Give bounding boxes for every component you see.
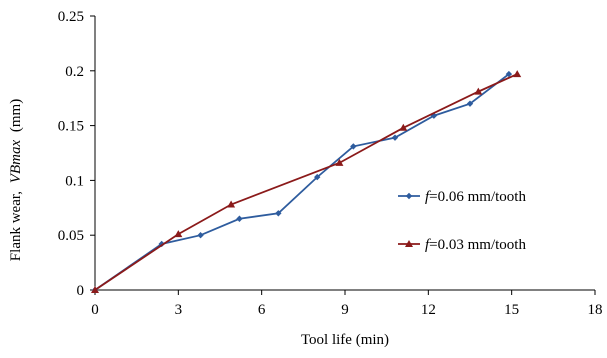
legend-label: f=0.03 mm/tooth — [425, 237, 526, 253]
legend-swatch-marker — [405, 240, 413, 247]
data-point — [174, 230, 183, 238]
data-point — [505, 70, 513, 78]
legend-item-1: f=0.06 mm/tooth — [398, 189, 526, 205]
data-point — [391, 134, 399, 141]
y-axis-title-prefix: Flank wear, — [8, 191, 24, 261]
y-axis-title-var: VBmax — [8, 140, 24, 184]
x-tick-label: 18 — [588, 302, 603, 318]
series-2 — [91, 70, 522, 293]
data-point — [466, 100, 474, 107]
legend: f=0.06 mm/tooth f=0.03 mm/tooth — [398, 189, 526, 253]
data-point — [236, 215, 243, 222]
series-layer — [91, 70, 522, 294]
legend-item-2: f=0.03 mm/tooth — [398, 237, 526, 253]
axes: 0 0.05 0.1 0.15 0.2 0.25 0 3 6 9 12 15 18 — [58, 9, 603, 318]
data-point — [474, 87, 483, 95]
x-tick-label: 6 — [258, 302, 266, 318]
data-point — [335, 158, 344, 166]
series-line — [94, 73, 518, 291]
data-point — [275, 210, 282, 217]
y-tick-label: 0.25 — [58, 9, 84, 25]
y-tick-label: 0.2 — [65, 64, 84, 80]
x-axis-title: Tool life (min) — [301, 332, 389, 348]
data-point — [513, 70, 522, 78]
x-tick-label: 9 — [341, 302, 349, 318]
data-point — [350, 143, 357, 150]
y-axis-title: Flank wear, VBmax (mm) — [8, 99, 24, 261]
y-axis-title-unit: (mm) — [8, 99, 24, 132]
data-point — [197, 232, 204, 239]
x-tick-label: 0 — [91, 302, 99, 318]
y-tick-label: 0.15 — [58, 119, 84, 135]
series-1 — [91, 70, 513, 294]
y-tick-label: 0 — [77, 283, 85, 299]
data-point — [314, 173, 321, 181]
y-tick-label: 0.05 — [58, 228, 84, 244]
data-point — [399, 123, 408, 131]
legend-swatch-marker — [405, 192, 413, 200]
y-tick-label: 0.1 — [65, 173, 84, 189]
x-tick-label: 3 — [175, 302, 183, 318]
x-tick-label: 15 — [504, 302, 519, 318]
data-point — [91, 286, 99, 293]
data-point — [227, 200, 236, 208]
x-tick-label: 12 — [421, 302, 436, 318]
legend-label: f=0.06 mm/tooth — [425, 189, 526, 205]
